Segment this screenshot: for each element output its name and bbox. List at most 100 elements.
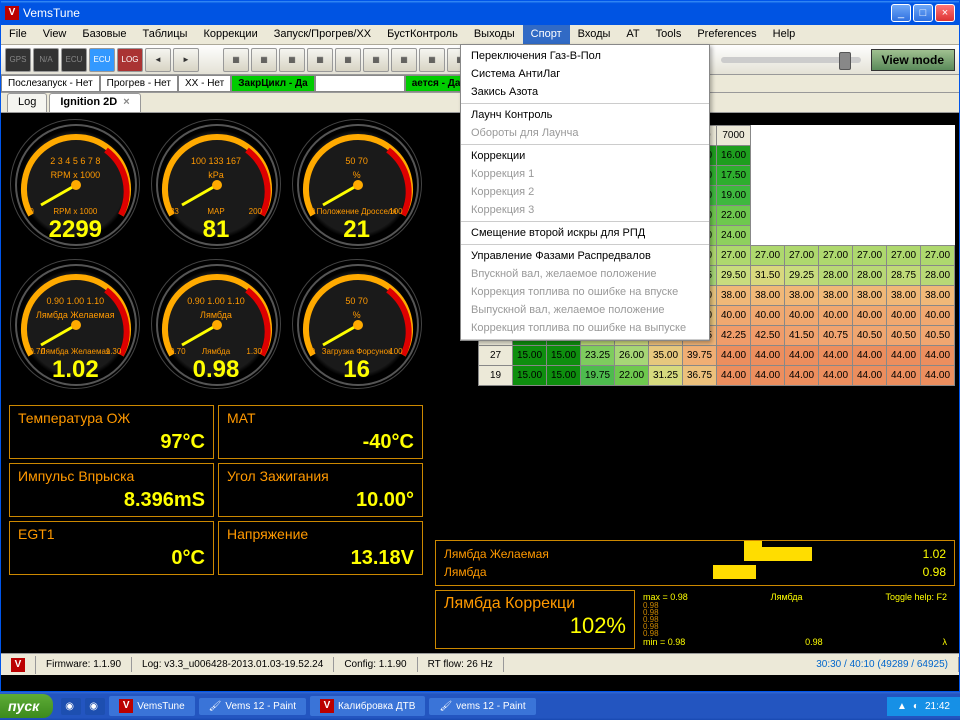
readout: Температура ОЖ97°C — [9, 405, 214, 459]
menu-базовые[interactable]: Базовые — [74, 25, 134, 44]
titlebar[interactable]: V VemsTune _ □ × — [1, 1, 959, 25]
taskbar-item-2[interactable]: VКалибровка ДТВ — [310, 696, 425, 716]
main-window: V VemsTune _ □ × FileViewБазовыеТаблицыК… — [0, 0, 960, 692]
taskbar[interactable]: пуск ◉ ◉ VVemsTune 🖌Vems 12 - Paint VКал… — [0, 692, 960, 720]
lambda-value: 0.98 — [906, 565, 946, 579]
menu-file[interactable]: File — [1, 25, 35, 44]
tray-icon2[interactable]: ◐ — [913, 701, 919, 712]
corr-title: Лямбда — [771, 592, 803, 602]
tb5[interactable]: ▦ — [335, 48, 361, 72]
status-box: Прогрев - Нет — [100, 75, 178, 92]
lambda-correction-box: Лямбда Коррекци 102% — [435, 590, 635, 649]
gauge-panel: 2 3 4 5 6 7 8 RPM x 1000 RPM x 1000 0 22… — [1, 113, 431, 653]
viewmode-button[interactable]: View mode — [871, 49, 955, 71]
gps-button[interactable]: GPS — [5, 48, 31, 72]
menubar: FileViewБазовыеТаблицыКоррекцииЗапуск/Пр… — [1, 25, 959, 45]
lambda-corr-label: Лямбда Коррекци — [444, 595, 626, 613]
firmware-label: Firmware: 1.1.90 — [36, 657, 132, 672]
system-tray[interactable]: ▲ ◐ 21:42 — [887, 697, 960, 716]
corr-val: 0.98 — [805, 637, 823, 647]
status-bar: V Firmware: 1.1.90 Log: v3.3_u006428-201… — [1, 653, 959, 675]
status-box — [315, 75, 405, 92]
corr-toggle: Toggle help: F2 — [885, 592, 947, 602]
clock: 21:42 — [925, 701, 950, 712]
menu-help[interactable]: Help — [765, 25, 804, 44]
menu-входы[interactable]: Входы — [570, 25, 619, 44]
gauge: 100 133 167 kPa MAP 33200 81 — [151, 119, 281, 249]
zoom-slider[interactable] — [721, 57, 861, 63]
menu-item[interactable]: Коррекции — [461, 147, 709, 165]
menu-item: Коррекция 3 — [461, 201, 709, 219]
nia-button[interactable]: N/A — [33, 48, 59, 72]
menu-запуск/прогрев/хх[interactable]: Запуск/Прогрев/ХХ — [266, 25, 379, 44]
lambda-desired-label: Лямбда Желаемая — [444, 547, 594, 561]
gauge: 50 70 % Загрузка Форсунок 0100 16 — [292, 259, 422, 389]
lambda-bars: Лямбда Желаемая 1.02 Лямбда 0.98 — [435, 540, 955, 586]
corr-sym: λ — [943, 637, 948, 647]
lambda-corr-value: 102% — [444, 613, 626, 639]
menu-item[interactable]: Система АнтиЛаг — [461, 65, 709, 83]
config-label: Config: 1.1.90 — [334, 657, 417, 672]
quicklaunch[interactable]: ◉ — [61, 698, 81, 715]
maximize-button[interactable]: □ — [913, 4, 933, 22]
readout: MAT-40°C — [218, 405, 423, 459]
tb7[interactable]: ▦ — [391, 48, 417, 72]
menu-item[interactable]: Смещение второй искры для РПД — [461, 224, 709, 242]
menu-item[interactable]: Лаунч Контроль — [461, 106, 709, 124]
menu-item[interactable]: Переключения Газ-В-Пол — [461, 47, 709, 65]
gauge: 50 70 % Положение Дросселя 0100 21 — [292, 119, 422, 249]
lambda-history: max = 0.98ЛямбдаToggle help: F2 0.980.98… — [635, 590, 955, 649]
gauge: 0.90 1.00 1.10 Лямбда Лямбда 0.701.30 0.… — [151, 259, 281, 389]
next-button[interactable]: ► — [173, 48, 199, 72]
menu-выходы[interactable]: Выходы — [466, 25, 523, 44]
menu-item: Впускной вал, желаемое положение — [461, 265, 709, 283]
log-button[interactable]: LOG — [117, 48, 143, 72]
minimize-button[interactable]: _ — [891, 4, 911, 22]
gauge: 2 3 4 5 6 7 8 RPM x 1000 RPM x 1000 0 22… — [10, 119, 140, 249]
quicklaunch2[interactable]: ◉ — [85, 698, 105, 715]
tb8[interactable]: ▦ — [419, 48, 445, 72]
status-box: ается - Да — [405, 75, 468, 92]
menu-item: Коррекция 1 — [461, 165, 709, 183]
app-icon: V — [5, 6, 19, 20]
menu-бустконтроль[interactable]: БустКонтроль — [379, 25, 466, 44]
menu-item: Выпускной вал, желаемое положение — [461, 301, 709, 319]
taskbar-item-0[interactable]: VVemsTune — [109, 696, 194, 716]
menu-item[interactable]: Управление Фазами Распредвалов — [461, 247, 709, 265]
inecu-button[interactable]: ECU — [89, 48, 115, 72]
menu-item: Коррекция топлива по ошибке на впуске — [461, 283, 709, 301]
window-title: VemsTune — [23, 6, 80, 20]
footer-icon: V — [11, 658, 25, 672]
readout: Угол Зажигания10.00° — [218, 463, 423, 517]
tab-ignition-2d[interactable]: Ignition 2D× — [49, 93, 140, 112]
tb6[interactable]: ▦ — [363, 48, 389, 72]
tb3[interactable]: ▦ — [279, 48, 305, 72]
prev-button[interactable]: ◄ — [145, 48, 171, 72]
lambda-desired-value: 1.02 — [906, 547, 946, 561]
tb2[interactable]: ▦ — [251, 48, 277, 72]
taskbar-item-3[interactable]: 🖌vems 12 - Paint — [429, 698, 535, 715]
menu-коррекции[interactable]: Коррекции — [195, 25, 265, 44]
menu-item: Обороты для Лаунча — [461, 124, 709, 142]
menu-item[interactable]: Закись Азота — [461, 83, 709, 101]
status-box: ХХ - Нет — [178, 75, 231, 92]
tab-log[interactable]: Log — [7, 93, 47, 112]
taskbar-item-1[interactable]: 🖌Vems 12 - Paint — [199, 698, 306, 715]
menu-tools[interactable]: Tools — [648, 25, 690, 44]
tb4[interactable]: ▦ — [307, 48, 333, 72]
close-button[interactable]: × — [935, 4, 955, 22]
sport-menu-dropdown: Переключения Газ-В-ПолСистема АнтиЛагЗак… — [460, 44, 710, 341]
menu-preferences[interactable]: Preferences — [689, 25, 764, 44]
menu-таблицы[interactable]: Таблицы — [135, 25, 196, 44]
menu-view[interactable]: View — [35, 25, 75, 44]
tray-icon[interactable]: ▲ — [897, 701, 907, 712]
readout: Напряжение13.18V — [218, 521, 423, 575]
tb1[interactable]: ▦ — [223, 48, 249, 72]
readout: Импульс Впрыска8.396mS — [9, 463, 214, 517]
menu-спорт[interactable]: Спорт — [523, 25, 570, 44]
start-button[interactable]: пуск — [0, 694, 53, 718]
readout: EGT10°C — [9, 521, 214, 575]
status-box: Послезапуск - Нет — [1, 75, 100, 92]
menu-at[interactable]: AT — [618, 25, 647, 44]
ecu-button[interactable]: ECU — [61, 48, 87, 72]
